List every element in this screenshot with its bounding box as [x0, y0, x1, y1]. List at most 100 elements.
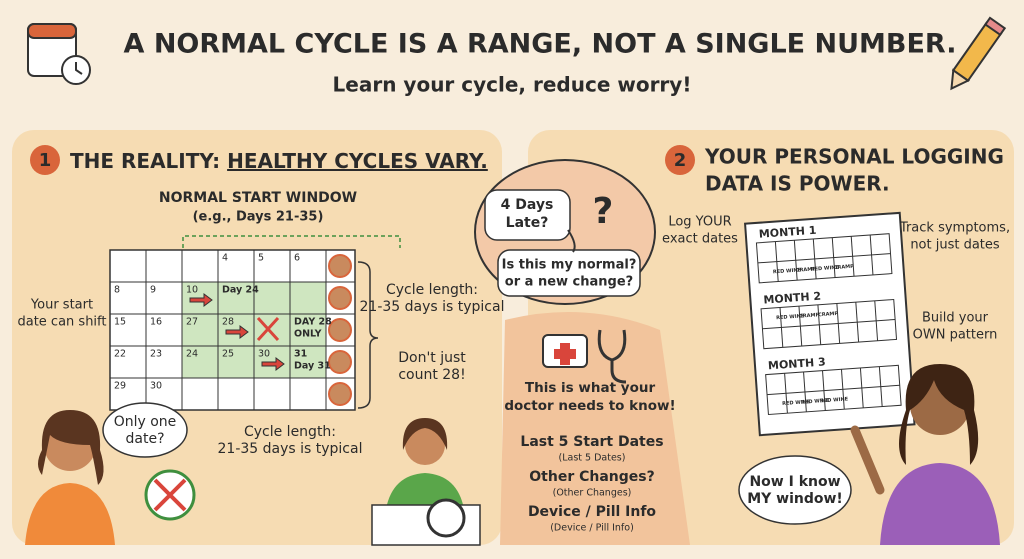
bubble-text: Is this my normal? — [502, 258, 637, 273]
month-line — [855, 302, 860, 343]
title: A NORMAL CYCLE IS A RANGE, NOT A SINGLE … — [124, 29, 957, 60]
calendar-cell: 27 — [186, 317, 198, 328]
month-line — [859, 367, 864, 408]
window-bracket — [182, 235, 401, 248]
calendar-cell: 22 — [114, 349, 126, 360]
symptom-tag: RED WINE — [782, 399, 811, 407]
note: Cycle length: — [244, 424, 336, 440]
brace — [357, 261, 379, 409]
info-item: Device / Pill Info — [528, 504, 656, 520]
note: Log YOUR — [668, 215, 731, 230]
month-line — [774, 241, 779, 282]
note: Your start — [30, 298, 93, 313]
calendar-cell: 8 — [114, 285, 120, 296]
calendar-cell: 23 — [150, 349, 162, 360]
window-title: NORMAL START WINDOW — [159, 190, 357, 206]
symptom-tag: RED WINE — [801, 398, 830, 406]
heading-part: THE REALITY: — [70, 149, 227, 173]
shift-arrow — [189, 293, 213, 307]
calendar-cell: 5 — [258, 253, 264, 264]
month-line — [822, 370, 826, 411]
calendar-icon — [27, 23, 91, 85]
note: Track symptoms, — [899, 221, 1010, 236]
speech-bubble — [102, 402, 188, 458]
avatar — [328, 286, 352, 310]
person-middle — [371, 418, 481, 546]
doctor-text: doctor needs to know! — [504, 398, 675, 414]
avatar — [328, 318, 352, 342]
note: not just dates — [910, 238, 1000, 253]
info-sub: (Device / Pill Info) — [550, 523, 634, 534]
calendar-cell: 16 — [150, 317, 162, 328]
note: date can shift — [17, 315, 106, 330]
bubble-text: Only one — [114, 414, 177, 430]
calendar-cell: DAY 28 — [294, 317, 332, 328]
note: Cycle length: — [386, 282, 478, 298]
bubble-text: date? — [126, 431, 165, 447]
calendar-cell: 10 — [186, 285, 198, 296]
note: OWN pattern — [913, 328, 998, 343]
month-line — [793, 240, 798, 281]
step-number: 1 — [39, 150, 52, 171]
calendar-cell: 4 — [222, 253, 228, 264]
month-label: MONTH 2 — [763, 290, 821, 307]
normal-box — [497, 249, 641, 297]
heading: THE REALITY: HEALTHY CYCLES VARY. — [70, 149, 488, 173]
arrow — [567, 229, 576, 253]
month-line — [779, 307, 784, 348]
no-clock-icon — [144, 469, 196, 521]
subtitle: Learn your cycle, reduce worry! — [333, 73, 692, 97]
person-right — [850, 364, 1000, 545]
month-line — [874, 300, 879, 341]
month-line — [812, 238, 817, 279]
month-line — [817, 304, 822, 345]
step-number: 2 — [674, 150, 687, 171]
heading-emphasis: HEALTHY CYCLES VARY. — [227, 149, 488, 173]
month-line — [850, 236, 855, 277]
step-badge — [30, 145, 60, 175]
month-line — [757, 253, 891, 264]
shift-arrow — [225, 325, 249, 339]
late-box — [484, 189, 571, 241]
cross — [256, 316, 280, 342]
avatar — [328, 350, 352, 374]
symptom-tag: CRAMP — [799, 312, 820, 319]
info-item: Last 5 Start Dates — [520, 434, 663, 450]
calendar-cell: ONLY — [294, 329, 322, 340]
month-line — [784, 373, 788, 414]
calendar-cell: 30 — [150, 381, 162, 392]
question-mark: ? — [593, 191, 614, 232]
month-line — [798, 306, 803, 347]
symptom-tag: CRAMP — [818, 311, 839, 318]
step-badge — [665, 145, 695, 175]
symptom-tag: CRAMP — [796, 266, 817, 273]
month-label: MONTH 1 — [758, 224, 816, 241]
note: exact dates — [662, 232, 738, 247]
symptom-tag: CRAMP — [834, 264, 855, 271]
bubble-text: Late? — [506, 215, 549, 231]
note: Don't just — [398, 350, 466, 366]
medical-kit — [542, 334, 588, 368]
avatar — [328, 254, 352, 278]
avatar — [328, 382, 352, 406]
calendar-cell: 25 — [222, 349, 234, 360]
calendar-cell: Day 31 — [294, 361, 331, 372]
note: count 28! — [398, 367, 465, 383]
calendar-cell: 24 — [186, 349, 198, 360]
doctor-text: This is what your — [525, 380, 656, 396]
note: 21-35 days is typical — [360, 299, 505, 315]
window-example: (e.g., Days 21-35) — [193, 210, 324, 225]
month-line — [831, 237, 836, 278]
month-label: MONTH 3 — [768, 355, 826, 372]
month-line — [803, 371, 807, 412]
calendar-cell: 9 — [150, 285, 156, 296]
calendar-cell: 28 — [222, 317, 234, 328]
stethoscope — [597, 329, 627, 384]
bubble-text: MY window! — [747, 491, 843, 507]
month-line — [840, 369, 845, 410]
symptom-tag: RED WINE — [811, 265, 840, 273]
pencil-icon — [950, 16, 1007, 91]
symptom-tag: RED WINE — [773, 267, 802, 275]
